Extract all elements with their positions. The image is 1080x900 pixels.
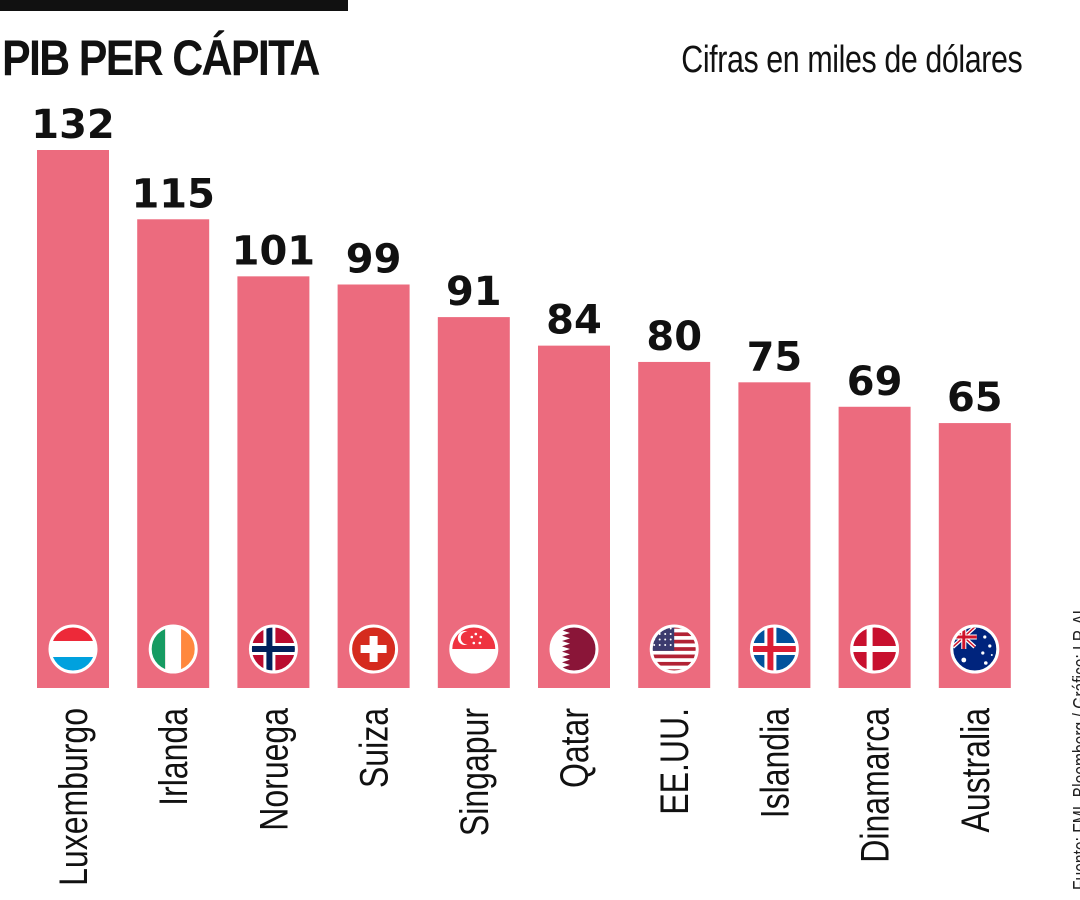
- category-label: Irlanda: [151, 707, 196, 806]
- category-label: Islandia: [752, 707, 797, 818]
- bar-luxemburgo: [37, 150, 109, 688]
- bar-noruega: [237, 276, 310, 688]
- ireland-flag-icon: [148, 624, 198, 674]
- norway-flag-icon: [248, 624, 298, 674]
- chart-title: PIB PER CÁPITA: [2, 30, 320, 86]
- data-label: 75: [747, 334, 803, 380]
- category-label: Luxemburgo: [51, 708, 96, 886]
- bar-irlanda: [137, 219, 210, 688]
- data-label: 101: [232, 228, 316, 274]
- data-label: 99: [346, 237, 402, 283]
- data-label: 91: [446, 269, 502, 315]
- data-label: 132: [31, 102, 115, 148]
- data-label: 69: [847, 359, 903, 405]
- data-label: 115: [131, 171, 215, 217]
- iceland-flag-icon: [749, 624, 799, 674]
- singapore-flag-icon: [449, 624, 499, 674]
- top-rule: [0, 0, 348, 11]
- australia-flag-icon: [950, 624, 1000, 674]
- category-label: Qatar: [552, 708, 597, 788]
- data-label: 84: [546, 298, 602, 344]
- category-label: Dinamarca: [852, 707, 897, 862]
- data-label: 65: [947, 375, 1003, 421]
- switzerland-flag-icon: [349, 624, 399, 674]
- category-label: Australia: [952, 707, 997, 832]
- bar-suiza: [337, 284, 410, 688]
- chart-subtitle: Cifras en miles de dólares: [680, 39, 1022, 81]
- denmark-flag-icon: [850, 624, 900, 674]
- category-label: EE.UU.: [652, 708, 697, 815]
- source-credit: Fuente: FMI, Bloomberg / Gráfico: LR-AL: [1070, 605, 1080, 890]
- luxembourg-flag-icon: [48, 624, 98, 674]
- usa-flag-icon: [649, 624, 699, 674]
- data-label: 80: [646, 314, 702, 360]
- category-label: Singapur: [451, 708, 496, 836]
- category-label: Noruega: [251, 707, 296, 830]
- qatar-flag-icon: [549, 624, 599, 674]
- category-label: Suiza: [351, 707, 396, 788]
